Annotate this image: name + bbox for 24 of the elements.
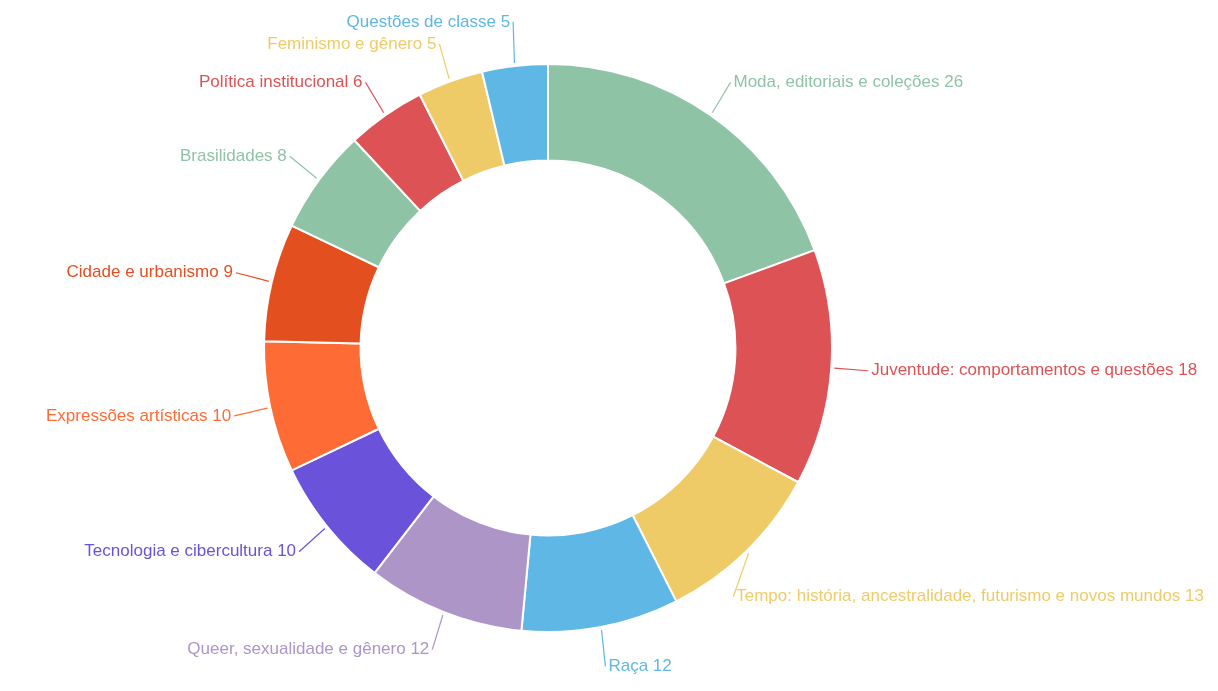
data-label: 5 bbox=[500, 11, 511, 31]
slice-label: Moda, editoriais e coleções bbox=[733, 72, 940, 92]
data-label: 26 bbox=[944, 72, 964, 92]
data-label: 12 bbox=[652, 656, 672, 676]
slice-label: Queer, sexualidade e gênero bbox=[187, 639, 406, 659]
data-label: 6 bbox=[353, 72, 363, 92]
data-label: 10 bbox=[212, 405, 232, 425]
slice-label: Questões de classe bbox=[346, 11, 496, 31]
slice-label: Política institucional bbox=[199, 72, 349, 92]
slice-label: Brasilidades bbox=[179, 146, 273, 166]
slice-label: Cidade e urbanismo bbox=[66, 262, 219, 282]
slice-label: Tempo: história, ancestralidade, futurismo e novos mundos bbox=[736, 586, 1181, 606]
slice-label: Raça bbox=[608, 656, 649, 676]
data-label: 13 bbox=[1185, 586, 1205, 606]
data-label: 10 bbox=[277, 541, 297, 561]
data-label: 8 bbox=[277, 146, 287, 166]
slice-label: Tecnologia e cibercultura bbox=[84, 541, 273, 561]
data-label: 18 bbox=[1178, 360, 1198, 380]
slice-label: Feminismo e gênero bbox=[267, 33, 423, 53]
data-label: 9 bbox=[223, 262, 233, 282]
slice-label: Juventude: comportamentos e questões bbox=[871, 360, 1174, 380]
data-label: 5 bbox=[426, 33, 437, 53]
data-label: 12 bbox=[410, 639, 430, 659]
slice-label: Expressões artísticas bbox=[46, 405, 208, 425]
